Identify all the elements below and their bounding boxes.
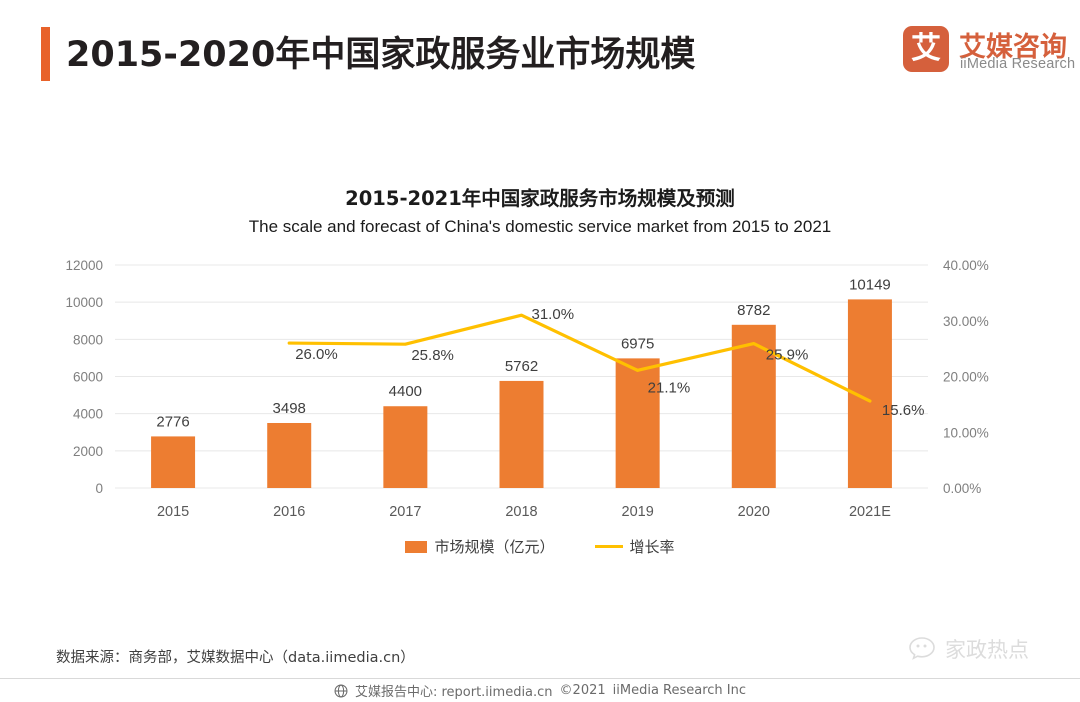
chart-subtitle: The scale and forecast of China's domest… — [248, 217, 832, 236]
globe-icon — [334, 684, 348, 697]
chart-plot-area: 0 2000 4000 6000 8000 10000 12000 0.00% 10.00% 2… — [0, 250, 1080, 550]
bar-value-label: 2776 — [156, 413, 189, 430]
y-axis-tick-label: 10000 — [65, 295, 103, 310]
legend-line-swatch-icon — [594, 545, 623, 548]
legend-label-market-size: 市场规模（亿元） — [434, 538, 555, 556]
bar[interactable] — [615, 358, 660, 488]
line-value-label: 25.9% — [766, 347, 809, 364]
bar-value-label: 4400 — [389, 383, 422, 400]
bar-value-label: 10149 — [849, 276, 891, 293]
bar-value-labels: 2776 3498 4400 5762 6975 8782 10149 — [156, 276, 890, 430]
y-axis-tick-label: 4000 — [73, 407, 103, 422]
bar[interactable] — [151, 436, 196, 488]
chart-legend: 市场规模（亿元） 增长率 — [0, 536, 1080, 557]
x-axis-category-labels: 2015 2016 2017 2018 2019 2020 2021E — [157, 504, 891, 520]
x-axis-category-label: 2019 — [622, 504, 654, 520]
watermark: 家政热点 — [908, 634, 1029, 664]
source-note: 数据来源：商务部，艾媒数据中心（data.iimedia.cn） — [56, 650, 415, 666]
growth-rate-line[interactable] — [287, 313, 872, 403]
line-value-label: 31.0% — [532, 306, 575, 323]
page-title: 2015-2020年中国家政服务业市场规模 — [66, 35, 696, 75]
line-value-label: 15.6% — [882, 402, 925, 419]
brand-logo: 艾 艾媒咨询 iiMedia Research — [903, 26, 1075, 78]
page-header: 2015-2020年中国家政服务业市场规模 艾 艾媒咨询 iiMedia Res… — [0, 0, 1080, 110]
x-axis-category-label: 2018 — [505, 504, 537, 520]
x-axis-category-label: 2020 — [738, 504, 770, 520]
bar[interactable] — [267, 422, 312, 488]
x-axis-category-label: 2015 — [157, 504, 189, 520]
bar-value-label: 6975 — [621, 335, 654, 352]
logo-name-en: iiMedia Research — [960, 56, 1076, 72]
legend-bar-swatch-icon — [405, 540, 428, 553]
line-value-label: 21.1% — [648, 379, 691, 396]
legend-item-market-size[interactable]: 市场规模（亿元） — [405, 536, 555, 557]
x-axis-category-label: 2017 — [389, 504, 421, 520]
line-value-label: 25.8% — [411, 347, 454, 364]
line-value-labels: 26.0% 25.8% 31.0% 21.1% 25.9% 15.6% — [295, 306, 924, 419]
y-axis-right-tick-label: 10.00% — [943, 425, 989, 440]
y-axis-right-tick-label: 30.00% — [943, 314, 989, 329]
legend-label-growth-rate: 增长率 — [629, 538, 675, 556]
y-axis-tick-label: 0 — [95, 481, 103, 496]
y-axis-left-ticks: 0 2000 4000 6000 8000 10000 12000 — [65, 258, 103, 496]
line-value-label: 26.0% — [295, 346, 338, 363]
bar-value-label: 5762 — [505, 358, 538, 375]
line-series — [287, 313, 872, 403]
logo-mark-icon: 艾 — [903, 26, 949, 72]
y-axis-right-ticks: 0.00% 10.00% 20.00% 30.00% 40.00% — [943, 258, 989, 496]
bar[interactable] — [383, 406, 428, 488]
legend-item-growth-rate[interactable]: 增长率 — [594, 536, 675, 557]
chart-svg: 0 2000 4000 6000 8000 10000 12000 0.00% 10.00% 2… — [65, 258, 989, 520]
logo-name-cn: 艾媒咨询 — [959, 32, 1067, 63]
y-axis-right-tick-label: 40.00% — [943, 258, 989, 273]
y-axis-tick-label: 6000 — [73, 370, 103, 385]
title-accent-bar — [41, 27, 50, 81]
footer-bar: 艾媒报告中心: report.iimedia.cn ©2021 iiMedia … — [0, 678, 1080, 702]
y-axis-tick-label: 8000 — [73, 332, 103, 347]
watermark-text: 家政热点 — [945, 638, 1029, 662]
y-axis-tick-label: 12000 — [65, 258, 103, 273]
y-axis-right-tick-label: 0.00% — [943, 481, 981, 496]
x-axis-category-label: 2016 — [273, 504, 305, 520]
y-axis-right-tick-label: 20.00% — [943, 370, 989, 385]
bar-series — [151, 299, 892, 488]
chat-bubble-icon — [909, 637, 935, 660]
x-axis-category-label: 2021E — [849, 504, 891, 520]
footer-company: iiMedia Research Inc — [612, 683, 747, 698]
bar[interactable] — [499, 380, 544, 488]
y-axis-tick-label: 2000 — [73, 444, 103, 459]
footer-report-center[interactable]: 艾媒报告中心: report.iimedia.cn — [354, 685, 553, 700]
chart-title: 2015-2021年中国家政服务市场规模及预测 — [345, 187, 735, 210]
footer-copyright: ©2021 — [559, 683, 606, 698]
bar-value-label: 8782 — [737, 302, 770, 319]
bar-value-label: 3498 — [273, 400, 306, 417]
